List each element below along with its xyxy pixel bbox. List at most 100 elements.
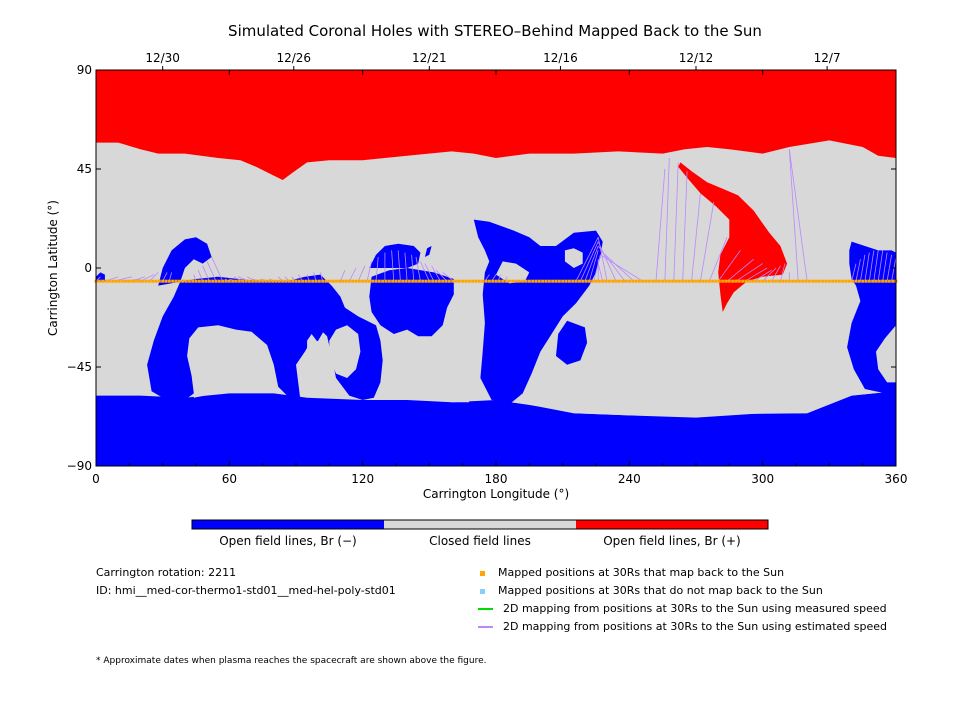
mapped-point-225 [844,279,848,283]
mapped-point-235 [877,279,881,283]
mapped-point-149 [591,279,595,283]
mapped-point-2 [101,279,105,283]
mapped-point-178 [687,279,691,283]
mapped-point-56 [281,279,285,283]
mapped-point-181 [697,279,701,283]
mapped-point-190 [727,279,731,283]
mapped-point-234 [874,279,878,283]
colorbar-closed [384,520,576,529]
mapped-point-213 [804,279,808,283]
mapped-point-46 [247,279,251,283]
estimated-mapping-line-41 [424,263,435,282]
estimated-mapping-line-31 [357,265,366,282]
mapped-point-148 [587,279,591,283]
estimated-mapping-line-72 [753,269,772,282]
mapped-point-58 [287,279,291,283]
y-tick-label-3: −45 [67,360,92,374]
x-tick-label-2: 120 [351,472,374,486]
mapped-point-24 [174,279,178,283]
mapped-point-29 [191,279,195,283]
mapped-point-19 [157,279,161,283]
mapped-point-21 [164,279,168,283]
mapped-point-119 [491,279,495,283]
closed-south-intrusion-1 [191,364,216,398]
mapped-point-140 [561,279,565,283]
mapped-point-139 [557,279,561,283]
mapped-point-135 [544,279,548,283]
estimated-mapping-line-49 [575,237,599,282]
mapped-point-167 [651,279,655,283]
estimated-mapping-line-73 [762,267,777,282]
mapped-point-75 [344,279,348,283]
date-label-3: 12/16 [543,51,578,65]
mapped-point-81 [364,279,368,283]
mapped-point-30 [194,279,198,283]
positive-hole-closed-cutout [700,169,745,194]
y-tick-label-0: 90 [77,63,92,77]
estimated-mapping-line-68 [717,250,741,282]
mapped-point-73 [337,279,341,283]
mapped-point-62 [301,279,305,283]
mapped-point-154 [607,279,611,283]
estimated-mapping-line-63 [673,162,679,282]
mapped-point-76 [347,279,351,283]
estimated-mapping-line-33 [375,256,379,282]
mapped-point-160 [627,279,631,283]
mapped-point-175 [677,279,681,283]
mapped-point-205 [777,279,781,283]
mapped-point-164 [641,279,645,283]
mapped-point-214 [807,279,811,283]
mapped-point-200 [761,279,765,283]
date-label-0: 12/30 [145,51,180,65]
estimated-mapping-line-13 [211,256,224,282]
mapped-point-115 [477,279,481,283]
mapped-point-82 [367,279,371,283]
mapped-point-77 [351,279,355,283]
mapped-point-98 [421,279,425,283]
mapped-point-196 [747,279,751,283]
estimated-mapping-line-71 [744,267,768,282]
mapped-point-41 [231,279,235,283]
mapped-point-25 [177,279,181,283]
mapped-point-207 [784,279,788,283]
mapped-point-104 [441,279,445,283]
mapped-point-132 [534,279,538,283]
negative-coronal-hole-4 [369,243,421,268]
mapped-point-125 [511,279,515,283]
mapped-point-227 [851,279,855,283]
mapped-point-124 [507,279,511,283]
mapped-point-78 [354,279,358,283]
mapped-point-57 [284,279,288,283]
colorbar-label-open-positive: Open field lines, Br (+) [603,534,741,548]
mapped-point-141 [564,279,568,283]
closed-island-3 [391,340,408,361]
mapped-point-212 [801,279,805,283]
estimated-mapping-line-62 [664,157,670,282]
mapped-point-13 [137,279,141,283]
mapped-point-91 [397,279,401,283]
mapped-point-218 [821,279,825,283]
mapped-point-54 [274,279,278,283]
mapped-point-138 [554,279,558,283]
estimated-mapping-line-50 [580,241,599,282]
mapped-point-171 [664,279,668,283]
legend-item-measured-speed: 2D mapping from positions at 30Rs to the… [478,602,887,616]
mapped-point-120 [494,279,498,283]
y-axis-label: Carrington Latitude (°) [46,200,60,336]
mapped-point-48 [254,279,258,283]
mapped-point-182 [701,279,705,283]
mapped-point-116 [481,279,485,283]
mapped-point-142 [567,279,571,283]
mapped-point-189 [724,279,728,283]
mapped-point-192 [734,279,738,283]
estimated-mapping-line-70 [735,263,763,282]
mapped-point-117 [484,279,488,283]
mapped-point-162 [634,279,638,283]
mapped-point-121 [497,279,501,283]
negative-coronal-hole-5 [424,246,432,257]
date-label-4: 12/12 [679,51,714,65]
mapped-point-236 [881,279,885,283]
mapped-point-109 [457,279,461,283]
mapped-point-158 [621,279,625,283]
